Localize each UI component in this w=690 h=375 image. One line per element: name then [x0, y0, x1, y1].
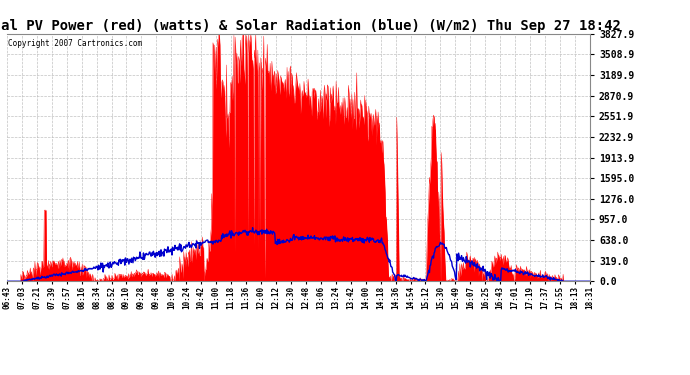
Text: Copyright 2007 Cartronics.com: Copyright 2007 Cartronics.com [8, 39, 142, 48]
Title: Total PV Power (red) (watts) & Solar Radiation (blue) (W/m2) Thu Sep 27 18:42: Total PV Power (red) (watts) & Solar Rad… [0, 18, 621, 33]
